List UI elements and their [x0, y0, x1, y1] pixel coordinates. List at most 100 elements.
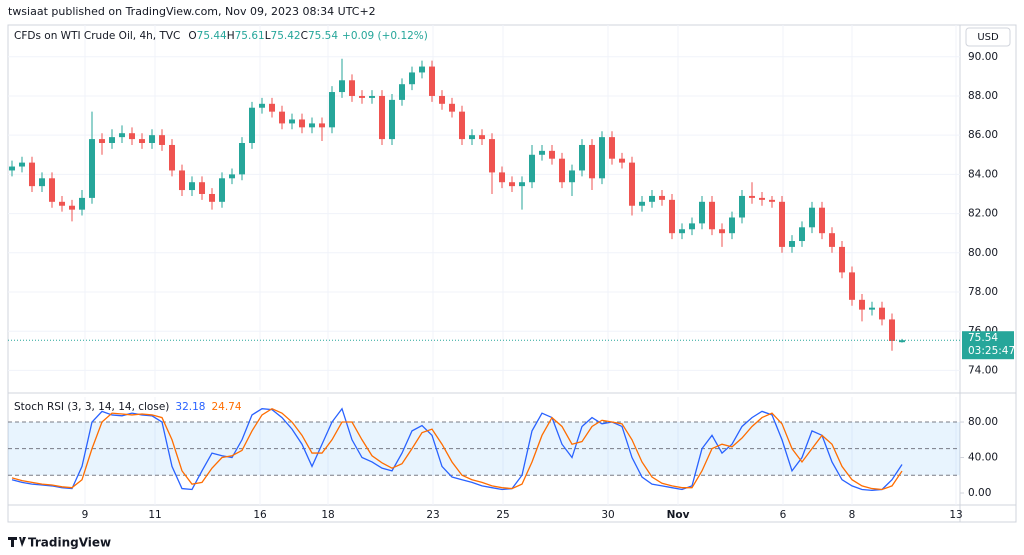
- candle-body: [739, 195, 745, 218]
- candle-body: [849, 272, 855, 300]
- candle-body: [399, 84, 405, 100]
- candle-body: [299, 119, 305, 128]
- candle-body: [529, 154, 535, 183]
- candle-body: [129, 133, 135, 140]
- legend-letter: C: [301, 30, 308, 42]
- candle-body: [149, 135, 155, 144]
- x-tick-label: 13: [949, 509, 962, 521]
- candle-body: [709, 201, 715, 230]
- candle-body: [489, 139, 495, 173]
- legend-value: 75.42: [271, 30, 301, 42]
- y-tick-label: 90.00: [968, 51, 998, 63]
- x-tick-label: 30: [601, 509, 614, 521]
- candle-body: [869, 307, 875, 310]
- candle-body: [19, 162, 25, 167]
- y-tick-label: 78.00: [968, 286, 998, 298]
- candle-body: [209, 193, 215, 202]
- currency-button[interactable]: [965, 27, 1011, 47]
- candle-body: [689, 223, 695, 230]
- candle-body: [239, 143, 245, 175]
- candle-body: [99, 139, 105, 144]
- candle-body: [779, 201, 785, 247]
- legend: CFDs on WTI Crude Oil, 4h, TVC O75.44H 75.…: [14, 30, 428, 42]
- candle-body: [899, 340, 905, 343]
- candle-body: [859, 299, 865, 310]
- candle-body: [439, 95, 445, 104]
- candle-body: [669, 199, 675, 234]
- candle-body: [189, 182, 195, 191]
- candle-body: [29, 162, 35, 187]
- candle-body: [819, 207, 825, 234]
- candle-body: [719, 229, 725, 234]
- candle-body: [629, 162, 635, 206]
- indicator-value: 32.18: [175, 401, 205, 413]
- candle-body: [179, 170, 185, 191]
- candle-body: [509, 182, 515, 187]
- candle-body: [659, 195, 665, 200]
- stoch-line: [11, 407, 903, 492]
- last-price-box: [962, 331, 1014, 360]
- legend-letter: H: [227, 30, 235, 42]
- candle-body: [119, 133, 125, 138]
- x-tick-label: 18: [321, 509, 334, 521]
- legend-title: CFDs on WTI Crude Oil, 4h, TVC: [14, 30, 180, 42]
- countdown-label: 03:25:47: [968, 345, 1015, 357]
- candle-body: [619, 158, 625, 163]
- candle-body: [609, 137, 615, 159]
- candle-body: [339, 80, 345, 93]
- candle-body: [59, 201, 65, 206]
- y-tick-label: 82.00: [968, 208, 998, 220]
- x-tick-label: Nov: [667, 509, 690, 521]
- y-tick-label: 74.00: [968, 364, 998, 376]
- candle-body: [589, 144, 595, 179]
- stoch-line: [11, 407, 903, 491]
- y-tick-label: 40.00: [968, 452, 998, 464]
- candle-body: [109, 137, 115, 144]
- x-tick-label: 25: [496, 509, 509, 521]
- candle-body: [699, 201, 705, 224]
- indicator-title: Stoch RSI (3, 3, 14, 14, close): [14, 401, 169, 413]
- legend-letter: L: [265, 30, 271, 42]
- candle-body: [39, 178, 45, 187]
- candle-body: [269, 103, 275, 112]
- candle-body: [9, 166, 15, 171]
- candle-body: [159, 135, 165, 145]
- x-tick-label: 8: [849, 509, 856, 521]
- candle-body: [89, 139, 95, 198]
- y-tick-label: 80.00: [968, 416, 998, 428]
- candle-body: [769, 199, 775, 202]
- candle-body: [289, 119, 295, 124]
- candle-body: [79, 197, 85, 210]
- candle-body: [409, 72, 415, 85]
- candle-body: [49, 178, 55, 202]
- candle-body: [319, 123, 325, 128]
- x-tick-label: 9: [82, 509, 89, 521]
- candle-body: [549, 150, 555, 159]
- indicator-value: 24.74: [211, 401, 241, 413]
- legend-change: +0.09 (+0.12%): [342, 30, 428, 42]
- currency-label: USD: [977, 32, 999, 43]
- candle-body: [219, 178, 225, 202]
- candle-body: [419, 66, 425, 73]
- candle-body: [309, 123, 315, 128]
- legend-value: 75.44: [197, 30, 227, 42]
- x-tick-label: 11: [148, 509, 161, 521]
- candle-body: [649, 195, 655, 202]
- legend-letter: O: [188, 30, 196, 42]
- candle-body: [379, 95, 385, 140]
- candle-body: [199, 182, 205, 194]
- footer-brand: TradingView: [28, 536, 111, 550]
- candle-body: [249, 107, 255, 144]
- candle-body: [469, 135, 475, 140]
- chart-frame: [7, 24, 1017, 523]
- candle-body: [169, 144, 175, 171]
- candle-body: [459, 111, 465, 140]
- y-tick-label: 80.00: [968, 247, 998, 259]
- last-price-label: 75.54: [968, 332, 998, 344]
- published-line: twsiaat published on TradingView.com, No…: [8, 5, 376, 18]
- candle-body: [349, 80, 355, 96]
- candle-body: [889, 319, 895, 341]
- footer-logo: [8, 537, 26, 547]
- candle-body: [369, 95, 375, 98]
- candle-body: [359, 95, 365, 98]
